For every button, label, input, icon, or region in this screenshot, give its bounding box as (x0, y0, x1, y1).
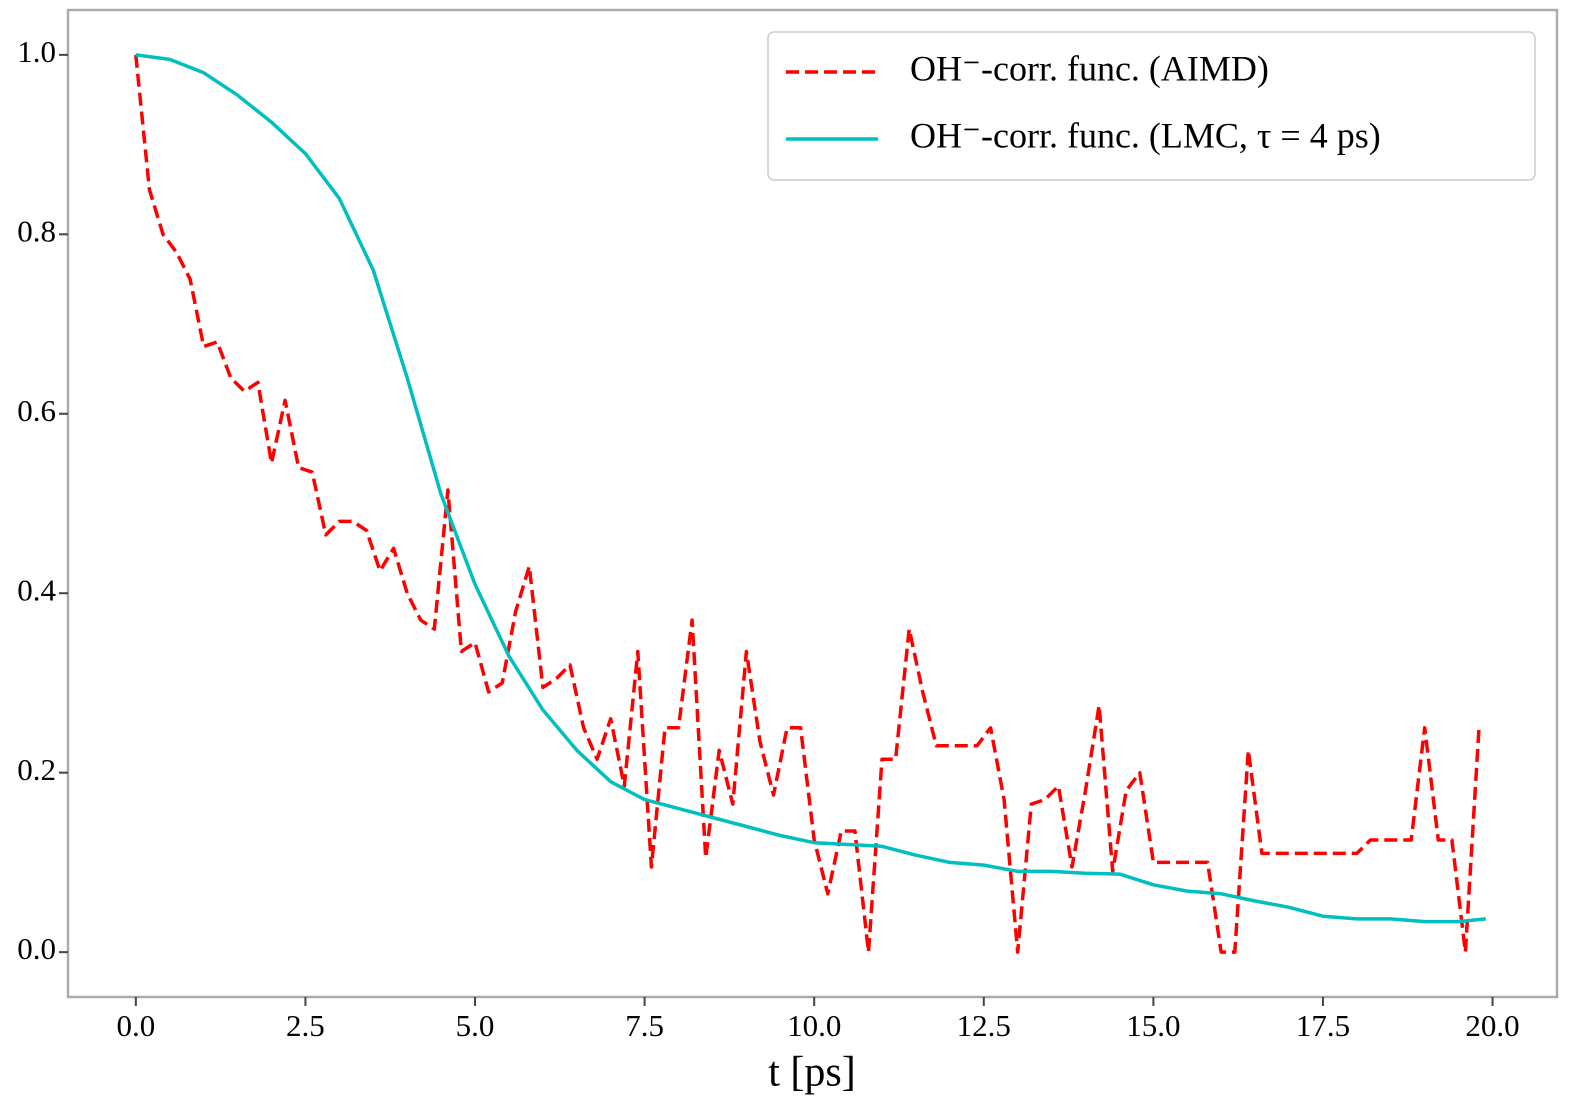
x-tick-label: 0.0 (116, 1008, 155, 1043)
plot-frame (66, 8, 1559, 999)
x-tick-label: 17.5 (1296, 1008, 1350, 1043)
x-tick-label: 2.5 (286, 1008, 325, 1043)
x-tick-label: 12.5 (957, 1008, 1011, 1043)
x-tick-label: 7.5 (625, 1008, 664, 1043)
x-tick-label: 20.0 (1465, 1008, 1519, 1043)
y-tick-label: 0.6 (17, 393, 56, 428)
y-tick-label: 0.8 (17, 213, 56, 248)
legend-box (767, 31, 1536, 181)
y-tick-label: 0.2 (17, 752, 56, 787)
y-tick-label: 0.4 (17, 572, 56, 607)
y-tick-label: 0.0 (17, 931, 56, 966)
legend-label: OH⁻-corr. func. (AIMD) (910, 48, 1269, 88)
x-axis-label: t [ps] (768, 1050, 856, 1096)
x-tick-label: 15.0 (1126, 1008, 1180, 1043)
x-tick-label: 10.0 (787, 1008, 841, 1043)
data-line (134, 54, 1481, 954)
legend-label: OH⁻-corr. func. (LMC, τ = 4 ps) (910, 115, 1381, 155)
data-line (135, 53, 1486, 924)
x-tick-label: 5.0 (456, 1008, 495, 1043)
y-tick-label: 1.0 (17, 34, 56, 69)
